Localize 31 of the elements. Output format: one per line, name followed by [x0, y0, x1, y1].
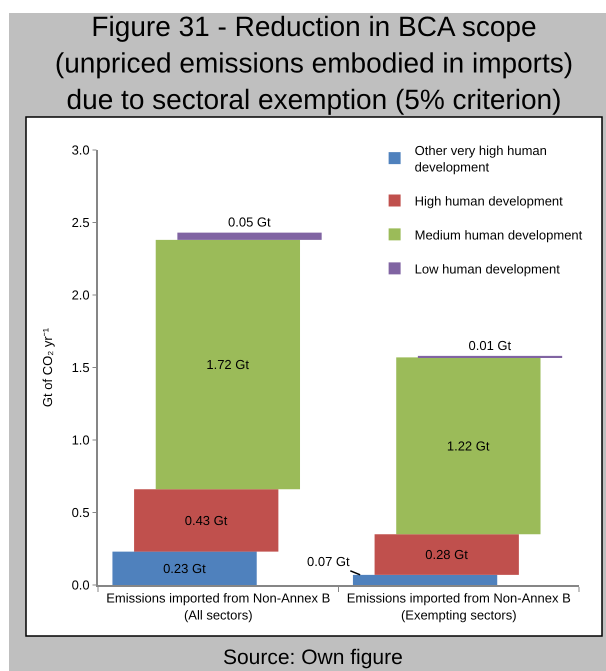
- legend-label: Medium human development: [414, 227, 583, 242]
- data-label: 0.28 Gt: [425, 547, 468, 562]
- bar: [352, 574, 498, 585]
- source-note: Source: Own figure: [223, 646, 403, 669]
- bar: [156, 240, 300, 490]
- bar: [374, 534, 519, 575]
- x-tick-label: Emissions imported from Non-Annex B (Exempting sectors): [346, 590, 571, 622]
- y-tick-label: 0.0: [72, 578, 90, 593]
- legend-label: Other very high human development: [414, 142, 547, 175]
- bar: [134, 489, 278, 552]
- bar: [112, 552, 257, 585]
- data-label: 0.07 Gt: [307, 554, 350, 569]
- x-tick-label: Emissions imported from Non-Annex B (All sectors): [106, 590, 330, 622]
- data-label: 0.01 Gt: [468, 338, 512, 353]
- bar: [396, 357, 541, 534]
- y-tick-label: 2.5: [72, 215, 90, 230]
- chart-title: Figure 31 - Reduction in BCA scope (unpriced emissions embodied in imports) due to sectoral exemption (5% criterion): [54, 11, 574, 115]
- y-tick-label: 2.0: [72, 288, 90, 303]
- y-tick-label: 1.5: [72, 360, 90, 376]
- data-label: 1.72 Gt: [206, 357, 250, 372]
- y-tick-label: 1.0: [72, 432, 90, 448]
- y-axis-title: Gt of CO₂ yr⁻¹: [40, 327, 56, 408]
- data-label: 0.05 Gt: [228, 214, 272, 230]
- data-label: 0.43 Gt: [184, 512, 228, 528]
- data-label: 0.23 Gt: [163, 560, 206, 576]
- y-tick-label: 3.0: [72, 142, 90, 158]
- y-tick-label: 0.5: [72, 505, 90, 520]
- bar: [177, 232, 322, 240]
- legend-label: High human development: [414, 194, 564, 209]
- data-label: 1.22 Gt: [446, 438, 490, 454]
- legend-label: Low human development: [414, 261, 560, 276]
